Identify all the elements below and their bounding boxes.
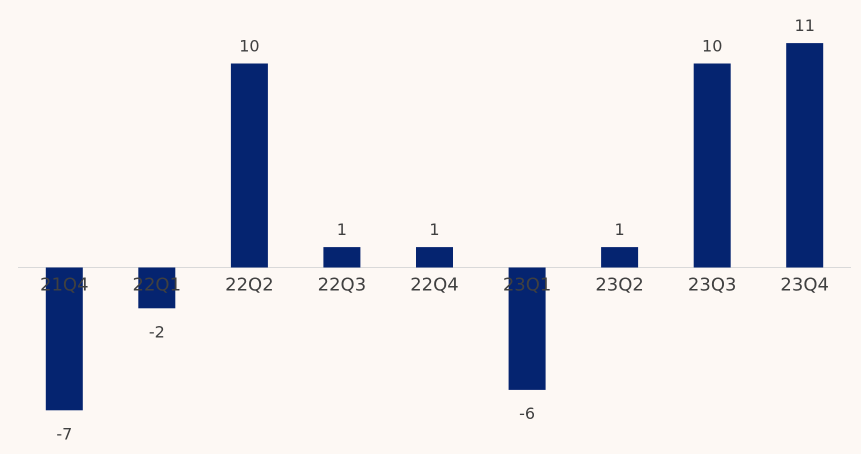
bar-22q2: [230, 63, 268, 268]
x-tick-label-22q2: 22Q2: [225, 275, 274, 296]
data-label-22q3: 1: [337, 220, 347, 239]
data-label-22q1: -2: [149, 322, 165, 341]
bar-21q4: [45, 267, 83, 411]
x-tick-label-22q3: 22Q3: [318, 275, 367, 296]
bar-23q4: [786, 43, 824, 268]
bar-22q3: [323, 247, 361, 268]
bars-group: [45, 43, 824, 411]
bar-22q4: [416, 247, 453, 268]
x-tick-label-23q1: 23Q1: [503, 275, 552, 296]
x-tick-label-21q4: 21Q4: [40, 275, 89, 296]
category-axis-labels: 21Q4 22Q1 22Q2 22Q3 22Q4 23Q1 23Q2 23Q3 23Q4: [40, 275, 829, 296]
x-tick-label-22q4: 22Q4: [410, 275, 459, 296]
data-label-23q2: 1: [615, 220, 625, 239]
bar-23q3: [693, 63, 731, 268]
data-label-21q4: -7: [56, 424, 72, 443]
bar-23q1: [508, 267, 546, 390]
data-label-23q1: -6: [519, 404, 535, 423]
x-tick-label-23q2: 23Q2: [595, 275, 644, 296]
x-tick-label-22q1: 22Q1: [133, 275, 182, 296]
x-tick-label-23q4: 23Q4: [780, 275, 829, 296]
bar-23q2: [601, 247, 639, 268]
bar-22q1: [138, 267, 176, 309]
data-label-22q4: 1: [429, 220, 439, 239]
data-label-23q4: 11: [795, 16, 815, 35]
data-label-23q3: 10: [702, 37, 722, 56]
data-label-22q2: 10: [239, 37, 259, 56]
x-tick-label-23q3: 23Q3: [688, 275, 737, 296]
